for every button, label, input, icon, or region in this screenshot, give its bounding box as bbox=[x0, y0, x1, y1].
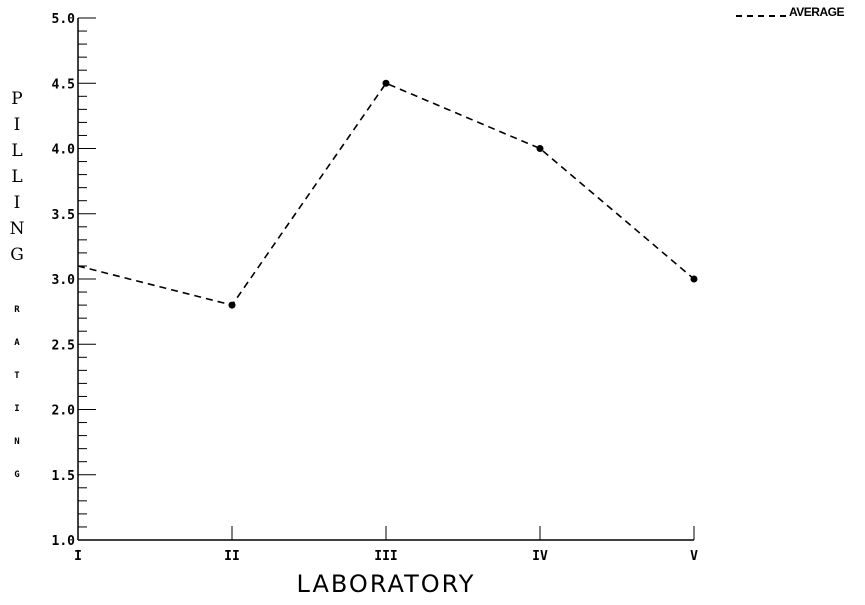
y-label-letter: G bbox=[14, 470, 19, 480]
y-label-letter: L bbox=[11, 141, 22, 161]
y-label-letter: R bbox=[14, 305, 20, 315]
series-line-average bbox=[77, 82, 695, 307]
legend: AVERAGE bbox=[736, 5, 845, 19]
legend-label: AVERAGE bbox=[789, 5, 844, 19]
data-point bbox=[690, 275, 698, 283]
y-label-letter: T bbox=[14, 371, 20, 381]
y-tick-label: 5.0 bbox=[52, 12, 76, 27]
data-point bbox=[382, 79, 390, 87]
series-group bbox=[77, 79, 698, 309]
y-tick-label: 1.0 bbox=[52, 534, 76, 549]
x-tick-label: II bbox=[224, 549, 240, 564]
y-label-letter: N bbox=[14, 437, 19, 447]
y-tick-label: 3.0 bbox=[52, 273, 76, 288]
x-axis-label: LABORATORY bbox=[297, 570, 476, 598]
y-label-letter: G bbox=[10, 245, 24, 265]
y-tick-label: 1.5 bbox=[52, 469, 75, 484]
y-tick-label: 2.0 bbox=[52, 404, 76, 419]
y-label-letter: I bbox=[14, 193, 21, 213]
y-tick-label: 3.5 bbox=[52, 208, 75, 223]
data-point bbox=[536, 145, 544, 152]
y-label-letter: L bbox=[11, 167, 22, 187]
y-label-letter: P bbox=[11, 89, 22, 109]
x-tick-label: III bbox=[374, 549, 397, 564]
y-tick-label: 4.5 bbox=[52, 77, 75, 92]
y-label-letter: I bbox=[14, 115, 21, 135]
y-label-letter: I bbox=[14, 404, 19, 414]
x-tick-label: I bbox=[74, 549, 82, 564]
data-point bbox=[228, 301, 236, 309]
y-label-letter: N bbox=[10, 219, 25, 239]
y-axis-ticks: 1.0 1.5 2.0 2.5 3.0 3.5 4.0 4.5 5.0 bbox=[52, 12, 96, 549]
axes bbox=[77, 18, 694, 541]
x-tick-label: IV bbox=[532, 549, 548, 564]
y-tick-label: 4.0 bbox=[52, 143, 76, 158]
x-axis-ticks: I II III IV V bbox=[74, 526, 698, 564]
y-label-letter: A bbox=[14, 338, 20, 348]
y-tick-label: 2.5 bbox=[52, 338, 75, 353]
x-tick-label: V bbox=[690, 549, 698, 564]
